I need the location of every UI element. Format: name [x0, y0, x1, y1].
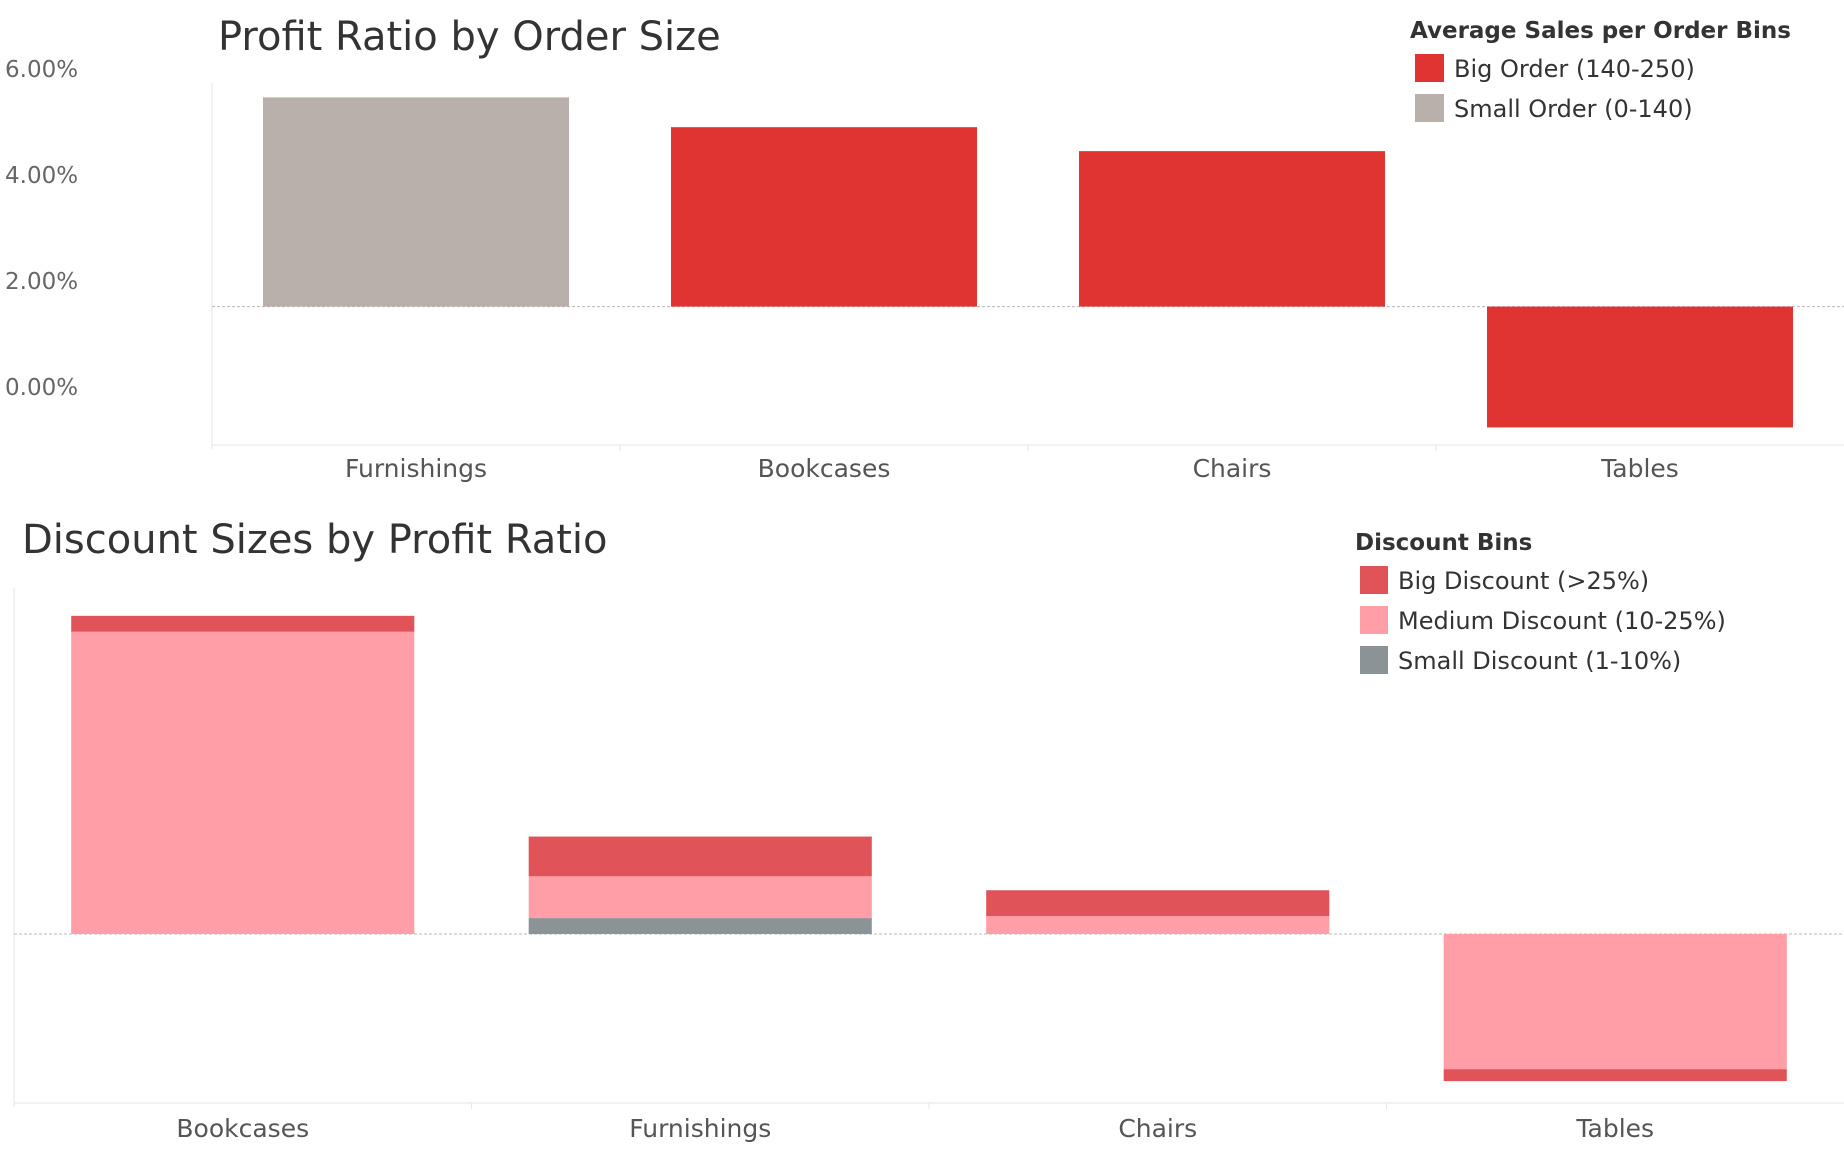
bar-chairs[interactable] [1079, 151, 1385, 307]
legend-label: Big Discount (>25%) [1398, 567, 1649, 595]
y-tick-label: 4.00% [5, 163, 78, 189]
y-tick-label: 2.00% [5, 269, 78, 295]
bar-chairs-big-discount-25[interactable] [986, 890, 1330, 917]
legend-label: Small Order (0-140) [1454, 95, 1693, 123]
bar-tables-big-discount-25[interactable] [1443, 1069, 1787, 1082]
legend-label: Big Order (140-250) [1454, 55, 1695, 83]
legend: Average Sales per Order Bins Big Order (… [1410, 18, 1791, 123]
x-tick-label: Tables [1600, 454, 1679, 483]
x-axis: Bookcases Furnishings Chairs Tables [176, 1114, 1654, 1143]
legend-items: Big Discount (>25%) Medium Discount (10-2… [1360, 566, 1726, 675]
bar-chairs-medium-discount-10-25[interactable] [986, 916, 1330, 934]
y-axis: 6.00% 4.00% 2.00% 0.00% [5, 57, 78, 401]
profit-ratio-chart: Profit Ratio by Order Size 6.00% 4.00% 2.0… [5, 14, 1844, 483]
bar-bookcases-big-discount-25[interactable] [71, 615, 415, 632]
discount-sizes-chart: Discount Sizes by Profit Ratio Bookcases… [13, 517, 1844, 1143]
legend-swatch [1360, 606, 1388, 634]
bars [71, 615, 1787, 1082]
chart-title: Profit Ratio by Order Size [218, 14, 721, 60]
x-tick-label: Chairs [1193, 454, 1272, 483]
x-tick-label: Furnishings [629, 1114, 771, 1143]
x-tick-label: Furnishings [345, 454, 487, 483]
legend: Discount Bins Big Discount (>25%) Medium … [1355, 530, 1726, 675]
x-tick-label: Bookcases [176, 1114, 309, 1143]
x-tick-label: Chairs [1118, 1114, 1197, 1143]
legend-swatch [1415, 54, 1444, 82]
legend-title: Discount Bins [1355, 530, 1532, 556]
x-tick-label: Tables [1575, 1114, 1654, 1143]
legend-label: Medium Discount (10-25%) [1398, 607, 1726, 635]
legend-swatch [1415, 94, 1444, 122]
bar-furnishings-big-discount-25[interactable] [528, 836, 872, 877]
bar-tables[interactable] [1487, 306, 1793, 428]
bar-furnishings-small-discount-1-10[interactable] [528, 918, 872, 934]
bars [263, 97, 1793, 428]
x-tick-label: Bookcases [758, 454, 891, 483]
legend-title: Average Sales per Order Bins [1410, 18, 1791, 44]
chart-title: Discount Sizes by Profit Ratio [22, 517, 608, 563]
bar-furnishings[interactable] [263, 97, 569, 307]
bar-bookcases-medium-discount-10-25[interactable] [71, 631, 415, 934]
x-axis: Furnishings Bookcases Chairs Tables [345, 454, 1679, 483]
y-tick-label: 6.00% [5, 57, 78, 83]
bar-bookcases[interactable] [671, 127, 977, 307]
legend-swatch [1360, 646, 1388, 674]
y-tick-label: 0.00% [5, 375, 78, 401]
legend-swatch [1360, 566, 1388, 594]
bar-furnishings-medium-discount-10-25[interactable] [528, 876, 872, 919]
legend-label: Small Discount (1-10%) [1398, 647, 1681, 675]
legend-items: Big Order (140-250) Small Order (0-140) [1415, 54, 1695, 123]
bar-tables-medium-discount-10-25[interactable] [1443, 933, 1787, 1070]
